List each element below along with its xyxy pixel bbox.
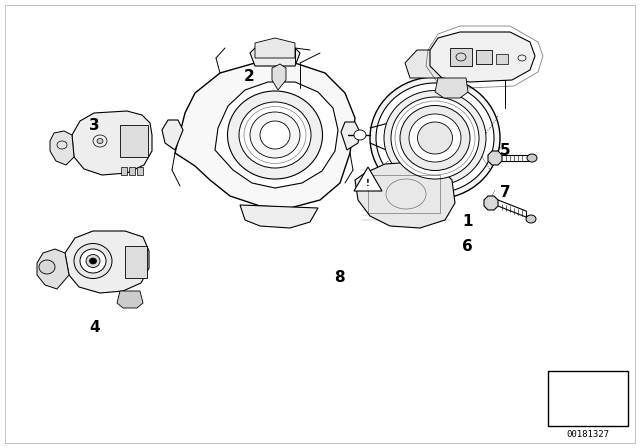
Text: 8: 8 (334, 270, 344, 285)
Ellipse shape (391, 97, 479, 179)
Bar (496, 54, 508, 64)
Text: 6: 6 (462, 239, 472, 254)
Ellipse shape (376, 83, 494, 193)
Polygon shape (405, 50, 465, 78)
Text: 00181327: 00181327 (566, 430, 609, 439)
Bar (120, 125, 148, 157)
Ellipse shape (384, 90, 486, 185)
Polygon shape (72, 111, 152, 175)
Ellipse shape (239, 102, 311, 168)
Bar (121, 167, 127, 175)
Ellipse shape (527, 154, 537, 162)
Polygon shape (435, 78, 468, 98)
Polygon shape (65, 231, 149, 293)
Bar (548, 371, 628, 426)
Bar (137, 167, 143, 175)
Bar (125, 246, 147, 278)
Polygon shape (484, 196, 498, 210)
Ellipse shape (97, 138, 103, 143)
Bar (368, 175, 440, 213)
Polygon shape (250, 43, 300, 66)
Text: 5: 5 (500, 142, 511, 158)
Bar (476, 50, 492, 64)
Polygon shape (341, 122, 360, 150)
Bar (450, 48, 472, 66)
Ellipse shape (90, 258, 97, 264)
Polygon shape (272, 64, 286, 90)
Polygon shape (255, 38, 295, 58)
Ellipse shape (400, 105, 470, 171)
Ellipse shape (370, 77, 500, 199)
Text: !: ! (366, 178, 370, 188)
Text: 1: 1 (462, 214, 472, 229)
Polygon shape (355, 162, 455, 228)
Ellipse shape (74, 244, 112, 279)
Polygon shape (240, 205, 318, 228)
Ellipse shape (227, 91, 323, 179)
Polygon shape (354, 167, 382, 191)
Ellipse shape (260, 121, 290, 149)
Text: 7: 7 (500, 185, 511, 200)
Polygon shape (37, 249, 69, 289)
Ellipse shape (250, 112, 300, 158)
Text: 3: 3 (90, 118, 100, 133)
Polygon shape (175, 63, 355, 208)
Ellipse shape (354, 130, 366, 140)
Polygon shape (117, 291, 143, 308)
Ellipse shape (409, 114, 461, 162)
Polygon shape (488, 151, 502, 165)
Ellipse shape (80, 249, 106, 273)
Ellipse shape (526, 215, 536, 223)
Text: 2: 2 (244, 69, 255, 84)
Ellipse shape (86, 254, 100, 267)
Text: 4: 4 (90, 319, 100, 335)
Polygon shape (162, 120, 183, 150)
Ellipse shape (417, 122, 452, 154)
Bar (129, 167, 135, 175)
Polygon shape (430, 32, 535, 82)
Polygon shape (215, 82, 338, 188)
Ellipse shape (39, 260, 55, 274)
Polygon shape (50, 131, 74, 165)
